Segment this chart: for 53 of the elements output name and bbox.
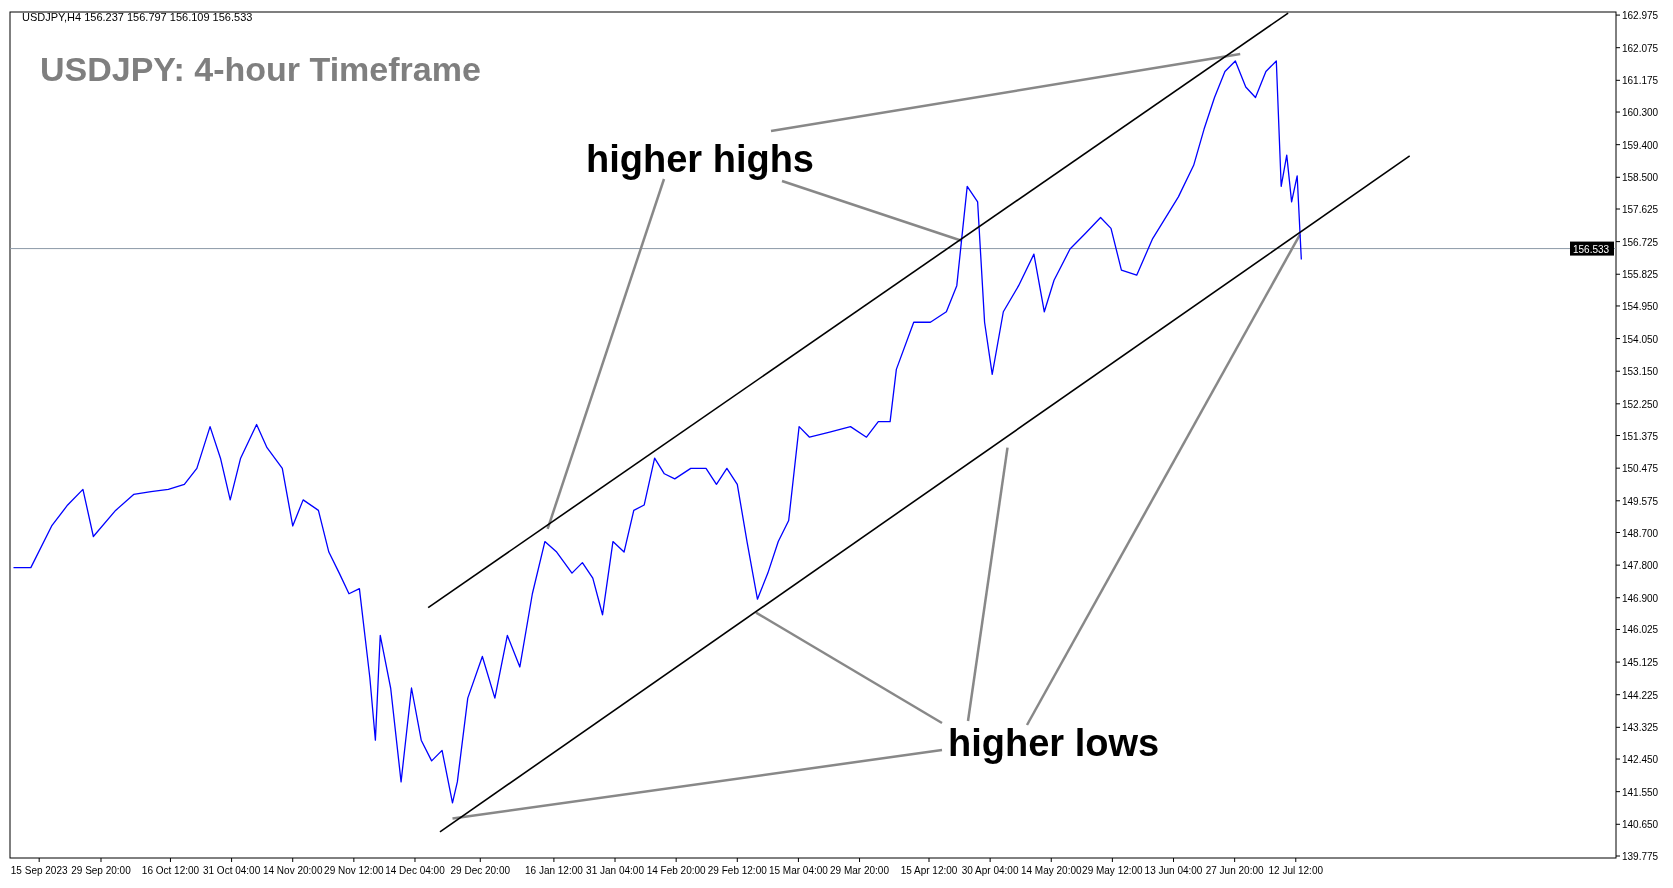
y-tick-label: 152.250 (1622, 398, 1659, 410)
x-tick-label: 31 Jan 04:00 (586, 865, 645, 876)
x-tick-label: 14 Feb 20:00 (646, 865, 707, 876)
ref-line-label: 156.533 (1573, 243, 1610, 255)
y-tick-label: 162.975 (1622, 10, 1659, 22)
y-tick-label: 162.075 (1622, 42, 1659, 54)
annotation: higher lows (948, 722, 1160, 764)
y-tick-label: 154.950 (1622, 300, 1659, 312)
y-tick-label: 157.625 (1622, 204, 1659, 215)
x-tick-label: 29 Feb 12:00 (707, 865, 768, 876)
x-tick-label: 29 May 12:00 (1082, 865, 1144, 876)
y-tick-label: 148.700 (1622, 527, 1659, 539)
y-tick-label: 154.050 (1622, 333, 1659, 345)
x-tick-label: 14 May 20:00 (1020, 865, 1082, 876)
x-tick-label: 29 Dec 20:00 (450, 865, 511, 876)
y-tick-label: 160.300 (1622, 107, 1659, 119)
text: USDJPY: 4-hour Timeframe (40, 50, 481, 88)
annotation: USDJPY,H4 156.237 156.797 156.109 156.533 (22, 11, 253, 23)
y-tick-label: 153.150 (1622, 366, 1659, 378)
x-tick-label: 29 Sep 20:00 (71, 865, 132, 876)
annotation: higher highs (586, 138, 814, 180)
x-tick-label: 29 Mar 20:00 (830, 865, 890, 876)
y-tick-label: 159.400 (1622, 139, 1659, 151)
y-tick-label: 145.125 (1622, 657, 1659, 669)
y-tick-label: 155.825 (1622, 269, 1659, 281)
x-tick-label: 31 Oct 04:00 (202, 865, 261, 876)
y-tick-label: 139.775 (1622, 851, 1659, 863)
y-tick-label: 140.650 (1622, 819, 1659, 831)
x-tick-label: 12 Jul 12:00 (1268, 865, 1324, 876)
y-tick-label: 144.225 (1622, 689, 1659, 701)
y-tick-label: 143.325 (1622, 722, 1659, 734)
y-tick-label: 142.450 (1622, 754, 1659, 766)
x-tick-label: 13 Jun 04:00 (1144, 865, 1203, 876)
y-tick-label: 146.900 (1622, 592, 1659, 604)
x-tick-label: 15 Mar 04:00 (768, 865, 829, 876)
x-tick-label: 16 Oct 12:00 (141, 865, 200, 876)
x-tick-label: 15 Sep 2023 (10, 865, 68, 876)
y-tick-label: 149.575 (1622, 495, 1659, 507)
y-tick-label: 147.800 (1622, 560, 1659, 572)
x-tick-label: 16 Jan 12:00 (524, 865, 584, 876)
y-tick-label: 151.375 (1622, 430, 1659, 442)
y-tick-label: 150.475 (1622, 463, 1659, 475)
y-tick-label: 141.550 (1622, 786, 1659, 798)
x-tick-label: 29 Nov 12:00 (324, 865, 385, 876)
y-tick-label: 156.725 (1622, 236, 1659, 248)
x-tick-label: 14 Dec 04:00 (385, 865, 446, 876)
y-tick-label: 158.500 (1622, 172, 1659, 184)
x-tick-label: 15 Apr 12:00 (900, 865, 958, 876)
x-tick-label: 14 Nov 20:00 (262, 865, 323, 876)
y-tick-label: 161.175 (1622, 75, 1659, 87)
x-tick-label: 30 Apr 04:00 (961, 865, 1019, 876)
x-tick-label: 27 Jun 20:00 (1205, 865, 1264, 876)
y-tick-label: 146.025 (1622, 624, 1659, 636)
